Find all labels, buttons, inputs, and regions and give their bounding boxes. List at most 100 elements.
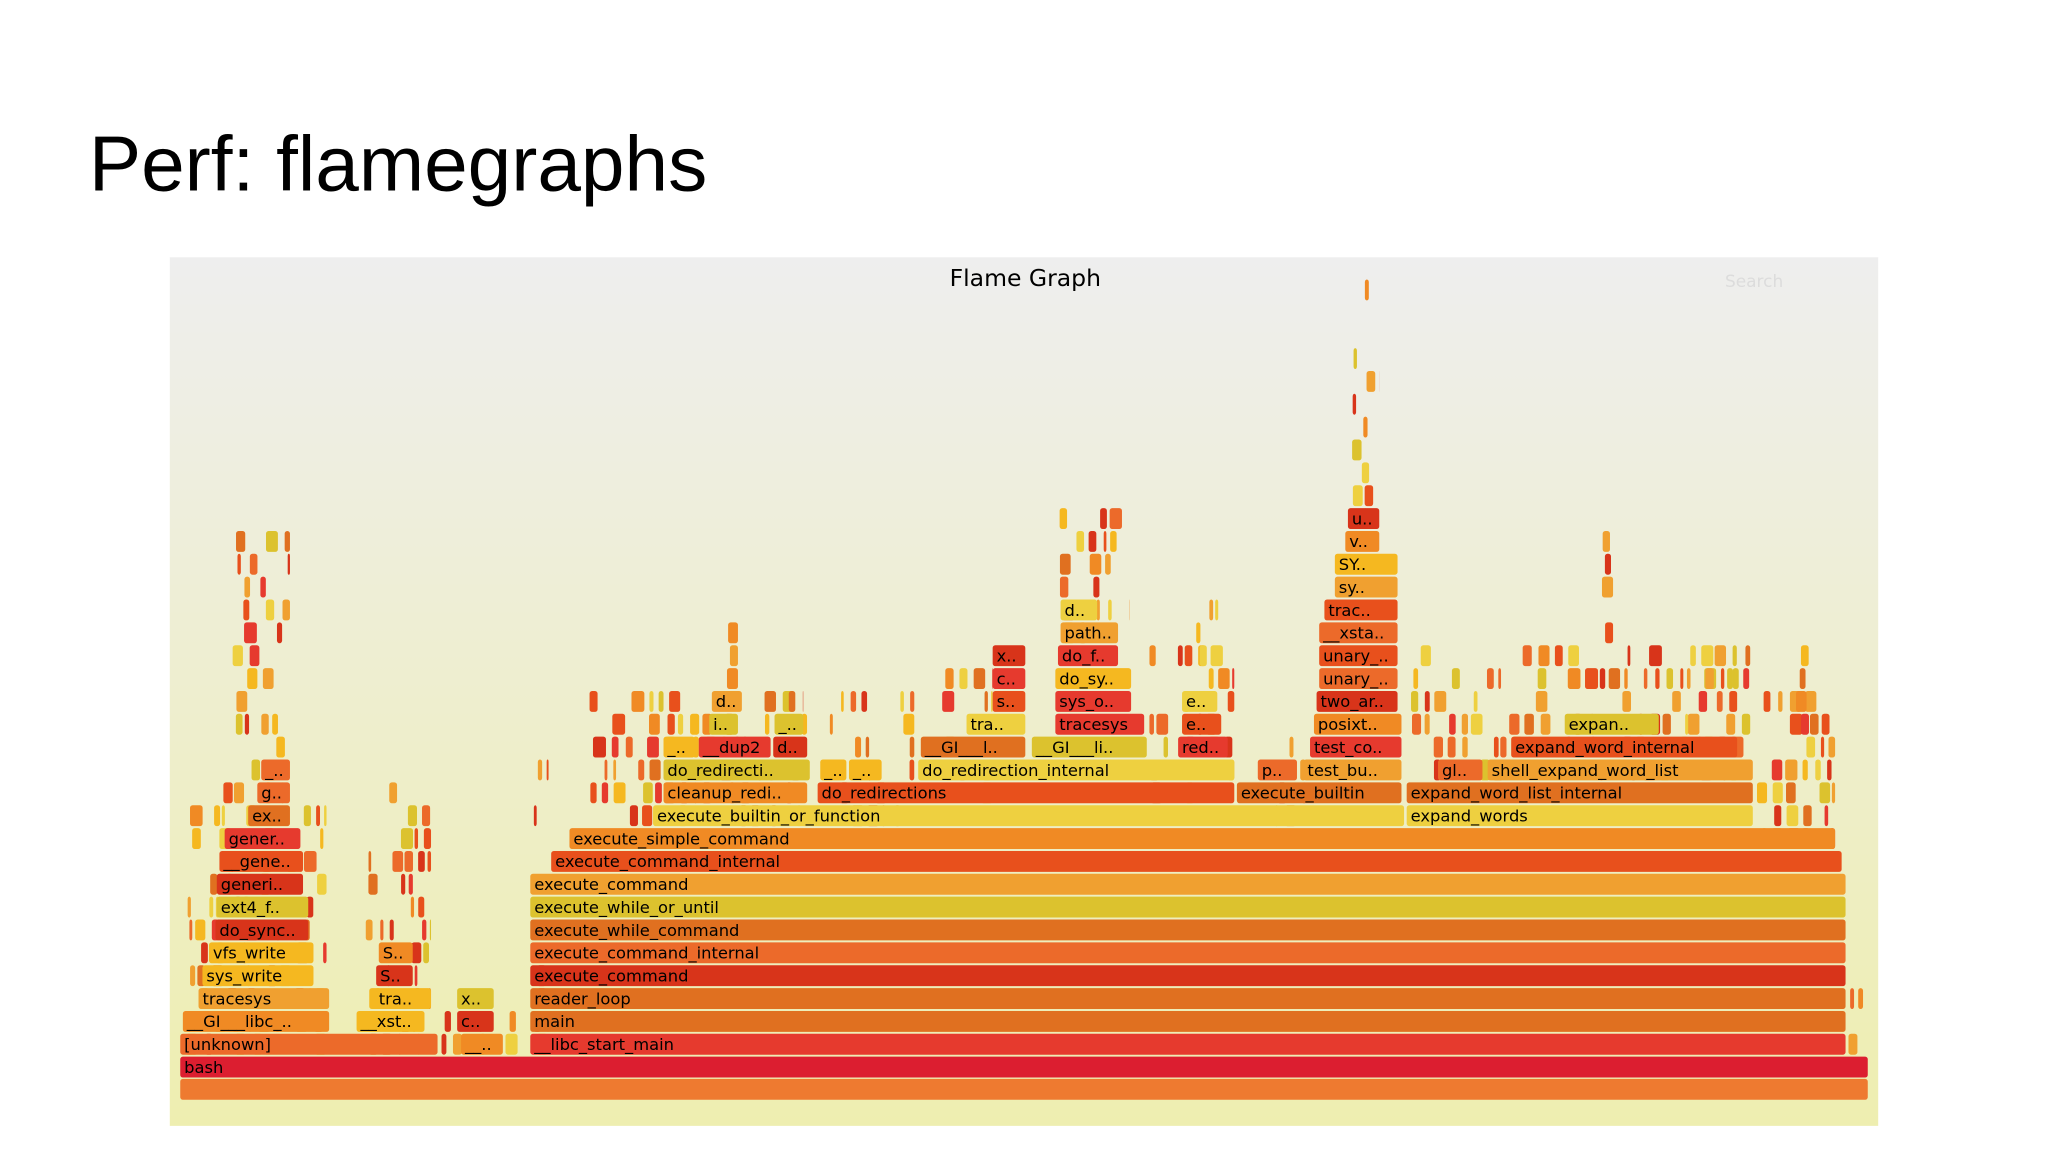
- frame[interactable]: [1511, 736, 1738, 758]
- frame[interactable]: [1406, 805, 1753, 827]
- frame[interactable]: [1334, 553, 1398, 575]
- frame[interactable]: [1406, 782, 1753, 804]
- frame[interactable]: [376, 965, 413, 987]
- frame[interactable]: [530, 896, 1846, 918]
- frame: [1786, 805, 1799, 827]
- frame[interactable]: [773, 736, 808, 758]
- frame[interactable]: [374, 988, 432, 1009]
- frame[interactable]: [966, 713, 1026, 735]
- frame[interactable]: [1178, 736, 1228, 758]
- frame[interactable]: [216, 896, 309, 918]
- frame[interactable]: [820, 759, 847, 781]
- frame[interactable]: [653, 805, 1405, 827]
- frame[interactable]: [992, 690, 1026, 712]
- frame[interactable]: [180, 1056, 1868, 1078]
- frame[interactable]: [698, 736, 771, 758]
- frame[interactable]: [224, 828, 301, 849]
- frame[interactable]: [1564, 713, 1659, 735]
- frame[interactable]: [1438, 759, 1483, 781]
- frame: [984, 690, 988, 712]
- frame[interactable]: [569, 828, 1836, 849]
- frame[interactable]: [663, 782, 808, 804]
- frame[interactable]: [1487, 759, 1753, 781]
- frame[interactable]: [1031, 736, 1147, 758]
- frame[interactable]: [530, 873, 1846, 895]
- frame[interactable]: [663, 736, 695, 758]
- frame[interactable]: [1182, 690, 1218, 712]
- frame[interactable]: [530, 965, 1846, 987]
- frame: [1352, 485, 1363, 507]
- frame[interactable]: [1060, 599, 1098, 621]
- frame[interactable]: [1319, 668, 1398, 689]
- frame[interactable]: [774, 713, 804, 735]
- frame[interactable]: [1257, 759, 1297, 781]
- frame[interactable]: [848, 759, 882, 781]
- frame: [1352, 393, 1357, 415]
- frame: [410, 896, 415, 918]
- frame[interactable]: [530, 942, 1846, 964]
- frame: [1716, 690, 1723, 712]
- frame[interactable]: [1324, 599, 1398, 621]
- frame[interactable]: [198, 988, 330, 1009]
- frame[interactable]: [248, 805, 290, 827]
- frame[interactable]: [182, 1010, 330, 1032]
- frame[interactable]: [1316, 690, 1398, 712]
- frame[interactable]: [1182, 713, 1222, 735]
- frame-label: do_sy..: [1059, 669, 1114, 689]
- frame[interactable]: [1347, 508, 1380, 529]
- frame[interactable]: [530, 988, 1846, 1009]
- frame: [316, 805, 321, 827]
- frame[interactable]: [1310, 736, 1402, 758]
- frame[interactable]: [1319, 622, 1398, 644]
- frame: [1726, 713, 1736, 735]
- frame: [613, 759, 617, 781]
- frame[interactable]: [215, 919, 309, 941]
- frame[interactable]: [208, 942, 314, 964]
- frame-label: ext4_f..: [221, 898, 280, 918]
- frame[interactable]: [992, 668, 1026, 689]
- frame[interactable]: [1303, 759, 1402, 781]
- frame[interactable]: [1055, 690, 1132, 712]
- frame[interactable]: [709, 713, 738, 735]
- frame[interactable]: [663, 759, 810, 781]
- frame[interactable]: [1334, 576, 1398, 598]
- search-button[interactable]: Search: [1725, 272, 1783, 292]
- frame[interactable]: [457, 988, 494, 1009]
- frame[interactable]: [711, 690, 742, 712]
- frame: [655, 782, 662, 804]
- frame: [232, 645, 243, 667]
- frame[interactable]: [1057, 645, 1119, 667]
- frame[interactable]: [1060, 622, 1119, 644]
- frame[interactable]: [1055, 668, 1132, 689]
- frame[interactable]: [1236, 782, 1402, 804]
- frame[interactable]: [551, 850, 1842, 872]
- frame[interactable]: [261, 759, 290, 781]
- frame[interactable]: [202, 965, 314, 987]
- frame[interactable]: [378, 942, 413, 964]
- frame[interactable]: [1345, 530, 1380, 552]
- frame[interactable]: [920, 736, 1026, 758]
- frame[interactable]: [216, 873, 304, 895]
- frame[interactable]: [918, 759, 1235, 781]
- frame[interactable]: [257, 782, 290, 804]
- frame[interactable]: [356, 1010, 425, 1032]
- frame: [829, 713, 833, 735]
- frame: [320, 828, 324, 849]
- frame[interactable]: [180, 1033, 438, 1055]
- frame: [192, 828, 201, 849]
- frame[interactable]: [219, 850, 304, 872]
- frame[interactable]: [461, 1033, 503, 1055]
- frame[interactable]: [457, 1010, 494, 1032]
- frame: [1424, 713, 1430, 735]
- frame: [1774, 805, 1782, 827]
- frame[interactable]: [530, 1033, 1846, 1055]
- frame[interactable]: [992, 645, 1026, 667]
- frame[interactable]: [817, 782, 1235, 804]
- frame[interactable]: [1313, 713, 1402, 735]
- frame[interactable]: [530, 919, 1846, 941]
- frame[interactable]: [530, 1010, 1846, 1032]
- frame: [1470, 713, 1483, 735]
- frame[interactable]: [1319, 645, 1398, 667]
- frame-label: execute_while_command: [534, 921, 739, 941]
- frame[interactable]: [1055, 713, 1145, 735]
